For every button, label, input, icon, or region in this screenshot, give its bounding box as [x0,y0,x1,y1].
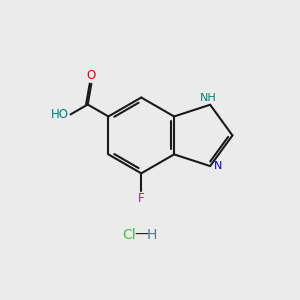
Text: —: — [134,228,148,242]
Text: F: F [138,192,145,205]
Text: N: N [214,161,222,171]
Text: O: O [87,69,96,82]
Text: HO: HO [50,108,68,121]
Text: H: H [147,228,158,242]
Text: NH: NH [200,93,217,103]
Text: Cl: Cl [122,228,135,242]
